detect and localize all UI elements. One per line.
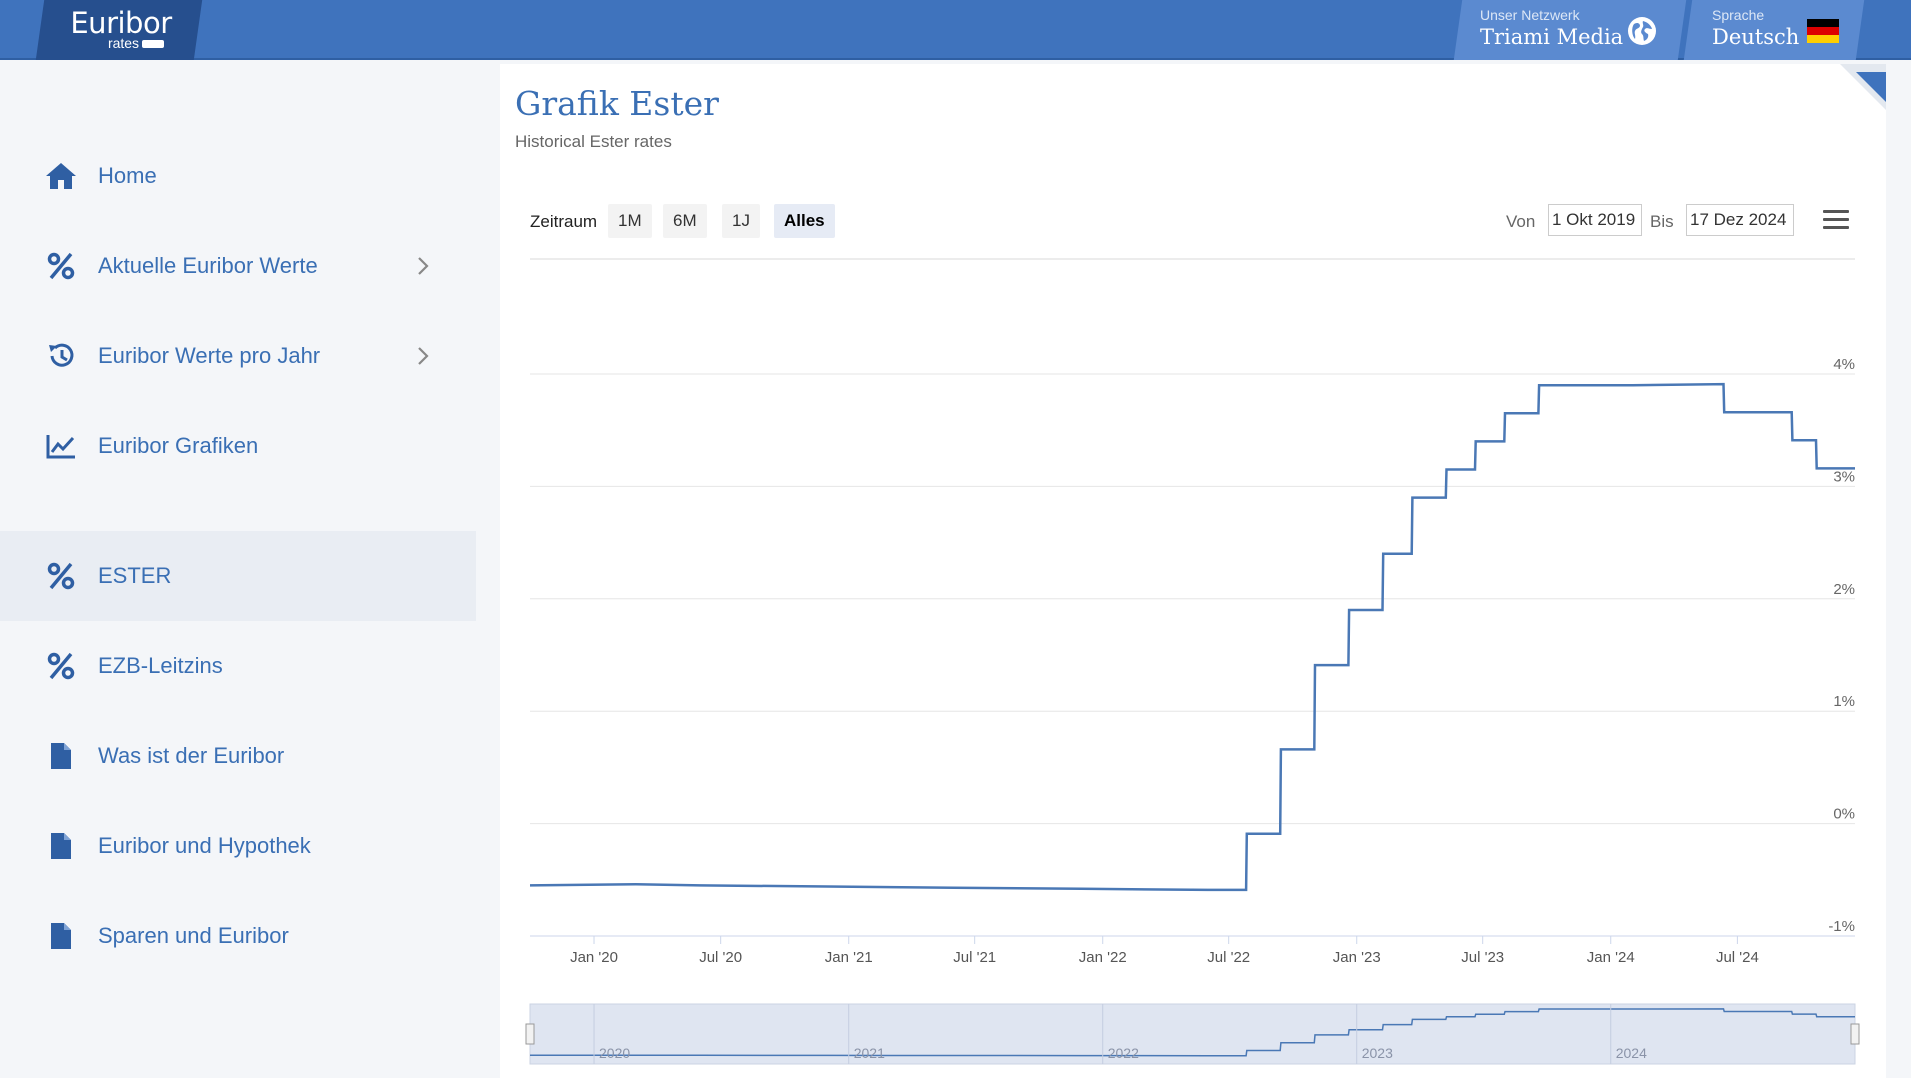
navigator-window[interactable]	[529, 1003, 1856, 1065]
x-tick-label: Jan '23	[1333, 949, 1381, 966]
range-button-1m[interactable]: 1M	[608, 204, 652, 238]
network-label: Unser Netzwerk	[1480, 7, 1580, 23]
sidebar: Home Aktuelle Euribor Werte Euribor Wert…	[0, 62, 500, 1078]
sidebar-item-label: Was ist der Euribor	[98, 743, 285, 768]
from-date-input[interactable]: 1 Okt 2019	[1548, 204, 1642, 236]
german-flag-icon	[1807, 19, 1839, 43]
top-header: Euribor rates Unser Netzwerk Triami Medi…	[0, 0, 1911, 60]
chevron-right-icon[interactable]	[412, 255, 434, 277]
x-tick-label: Jan '24	[1587, 949, 1635, 966]
sidebar-item-was-ist-der-euribor[interactable]: Was ist der Euribor	[0, 711, 476, 801]
x-tick-label: Jan '22	[1079, 949, 1127, 966]
sidebar-item-ezb-leitzins[interactable]: EZB-Leitzins	[0, 621, 476, 711]
sidebar-item-label: Euribor Grafiken	[98, 433, 259, 458]
x-tick-label: Jan '20	[570, 949, 618, 966]
y-tick-label: 0%	[1833, 806, 1855, 823]
sidebar-item-sparen-und-euribor[interactable]: Sparen und Euribor	[0, 891, 476, 981]
x-tick-label: Jul '23	[1461, 949, 1504, 966]
sidebar-item-euribor-und-hypothek[interactable]: Euribor und Hypothek	[0, 801, 476, 891]
sidebar-item-label: EZB-Leitzins	[98, 653, 223, 678]
y-tick-label: 4%	[1833, 356, 1855, 373]
navigator-year-label: 2022	[1108, 1045, 1139, 1061]
percent-icon	[44, 249, 78, 283]
x-tick-label: Jul '24	[1716, 949, 1759, 966]
sidebar-item-euribor-grafiken[interactable]: Euribor Grafiken	[0, 401, 476, 491]
sidebar-item-ester[interactable]: ESTER	[0, 531, 476, 621]
from-label: Von	[1506, 212, 1536, 231]
sidebar-item-label: Euribor und Hypothek	[98, 833, 311, 858]
navigator-right-handle[interactable]	[1850, 1023, 1860, 1045]
x-tick-label: Jan '21	[825, 949, 873, 966]
navigator-year-label: 2020	[599, 1045, 630, 1061]
sidebar-item-label: ESTER	[98, 563, 172, 588]
x-tick-label: Jul '20	[699, 949, 742, 966]
language-label: Sprache	[1712, 7, 1765, 23]
x-tick-label: Jul '22	[1207, 949, 1250, 966]
chevron-right-icon[interactable]	[412, 345, 434, 367]
language-value: Deutsch	[1712, 25, 1800, 49]
chart-icon	[44, 429, 78, 463]
page-title: Grafik Ester	[515, 84, 719, 123]
sidebar-item-label: Home	[98, 163, 157, 188]
ester-series-line	[529, 382, 1855, 892]
main-panel: Grafik Ester Historical Ester rates Zeit…	[500, 64, 1886, 1078]
to-label: Bis	[1650, 212, 1674, 231]
sidebar-item-label: Euribor Werte pro Jahr	[98, 343, 321, 368]
network-value: Triami Media	[1480, 25, 1624, 49]
navigator-year-label: 2024	[1616, 1045, 1647, 1061]
y-tick-label: 2%	[1833, 581, 1855, 598]
percent-icon	[44, 559, 78, 593]
corner-accent	[1856, 72, 1886, 102]
y-tick-label: 1%	[1833, 693, 1855, 710]
navigator-series-line	[529, 1008, 1855, 1057]
y-tick-label: 3%	[1833, 468, 1855, 485]
range-button-1j[interactable]: 1J	[722, 204, 760, 238]
range-button-6m[interactable]: 6M	[663, 204, 707, 238]
document-icon	[44, 829, 78, 863]
logo-text: Euribor	[70, 6, 172, 40]
sidebar-item-euribor-werte-pro-jahr[interactable]: Euribor Werte pro Jahr	[0, 311, 476, 401]
navigator-year-label: 2023	[1362, 1045, 1393, 1061]
sidebar-item-home[interactable]: Home	[0, 131, 476, 221]
logo[interactable]: Euribor rates	[66, 8, 176, 50]
hamburger-menu-icon[interactable]	[1823, 210, 1849, 230]
home-icon	[44, 159, 78, 193]
sidebar-item-label: Aktuelle Euribor Werte	[98, 253, 318, 278]
x-tick-label: Jul '21	[953, 949, 996, 966]
navigator-year-label: 2021	[854, 1045, 885, 1061]
ester-chart: 4% 3% 2% 1% 0% -1% Jan '20 Jul '20 Jan '21 Jul '…	[525, 258, 1860, 1065]
document-icon	[44, 739, 78, 773]
sidebar-item-label: Sparen und Euribor	[98, 923, 289, 948]
to-date-input[interactable]: 17 Dez 2024	[1686, 204, 1794, 236]
logo-subtext: rates	[107, 35, 140, 51]
page-subtitle: Historical Ester rates	[515, 132, 672, 151]
range-button-alles[interactable]: Alles	[774, 204, 835, 238]
range-label: Zeitraum	[530, 212, 598, 231]
document-icon	[44, 919, 78, 953]
logo-tag-icon	[142, 40, 165, 49]
globe-icon	[1628, 17, 1656, 45]
percent-icon	[44, 649, 78, 683]
history-icon	[44, 339, 78, 373]
navigator-left-handle[interactable]	[525, 1023, 535, 1045]
y-tick-label: -1%	[1828, 918, 1855, 935]
sidebar-item-aktuelle-euribor-werte[interactable]: Aktuelle Euribor Werte	[0, 221, 476, 311]
